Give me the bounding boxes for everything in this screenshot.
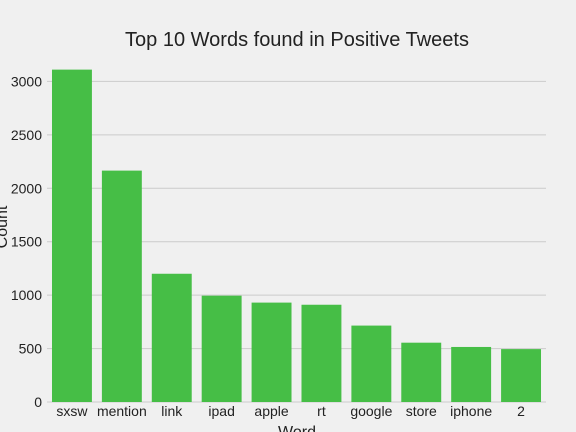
x-tick-label: rt [317, 403, 326, 419]
bar-ipad [201, 295, 242, 402]
bar-apple [251, 302, 292, 402]
y-axis-label: Count [0, 205, 11, 248]
bar-store [401, 342, 442, 402]
y-tick-label: 1500 [11, 234, 42, 250]
y-tick-label: 2000 [11, 180, 42, 196]
x-tick-label: sxsw [56, 403, 88, 419]
x-tick-label: apple [254, 403, 288, 419]
x-tick-label: store [406, 403, 437, 419]
bar-sxsw [51, 69, 92, 403]
x-tick-label: 2 [517, 403, 525, 419]
bar-google [351, 325, 392, 402]
y-tick-label: 1000 [11, 287, 42, 303]
y-tick-label: 2500 [11, 127, 42, 143]
y-tick-label: 3000 [11, 73, 42, 89]
x-axis-ticks: sxsw mention link ipad apple rt google store iph… [56, 403, 525, 419]
x-tick-label: ipad [208, 403, 234, 419]
bar-rt [301, 304, 342, 402]
bar-2 [501, 349, 542, 402]
chart-title: Top 10 Words found in Positive Tweets [125, 29, 469, 51]
y-tick-label: 500 [19, 341, 43, 357]
y-tick-label: 0 [34, 394, 42, 410]
y-axis-ticks: 0 500 1000 1500 2000 2500 3000 [11, 73, 42, 410]
x-tick-label: link [161, 403, 183, 419]
x-tick-label: iphone [450, 403, 492, 419]
x-axis-label: Word [278, 424, 316, 432]
x-tick-label: mention [97, 403, 147, 419]
bars [51, 69, 542, 403]
bar-iphone [451, 346, 492, 402]
bar-mention [101, 170, 142, 402]
bar-link [151, 273, 192, 402]
x-tick-label: google [350, 403, 392, 419]
